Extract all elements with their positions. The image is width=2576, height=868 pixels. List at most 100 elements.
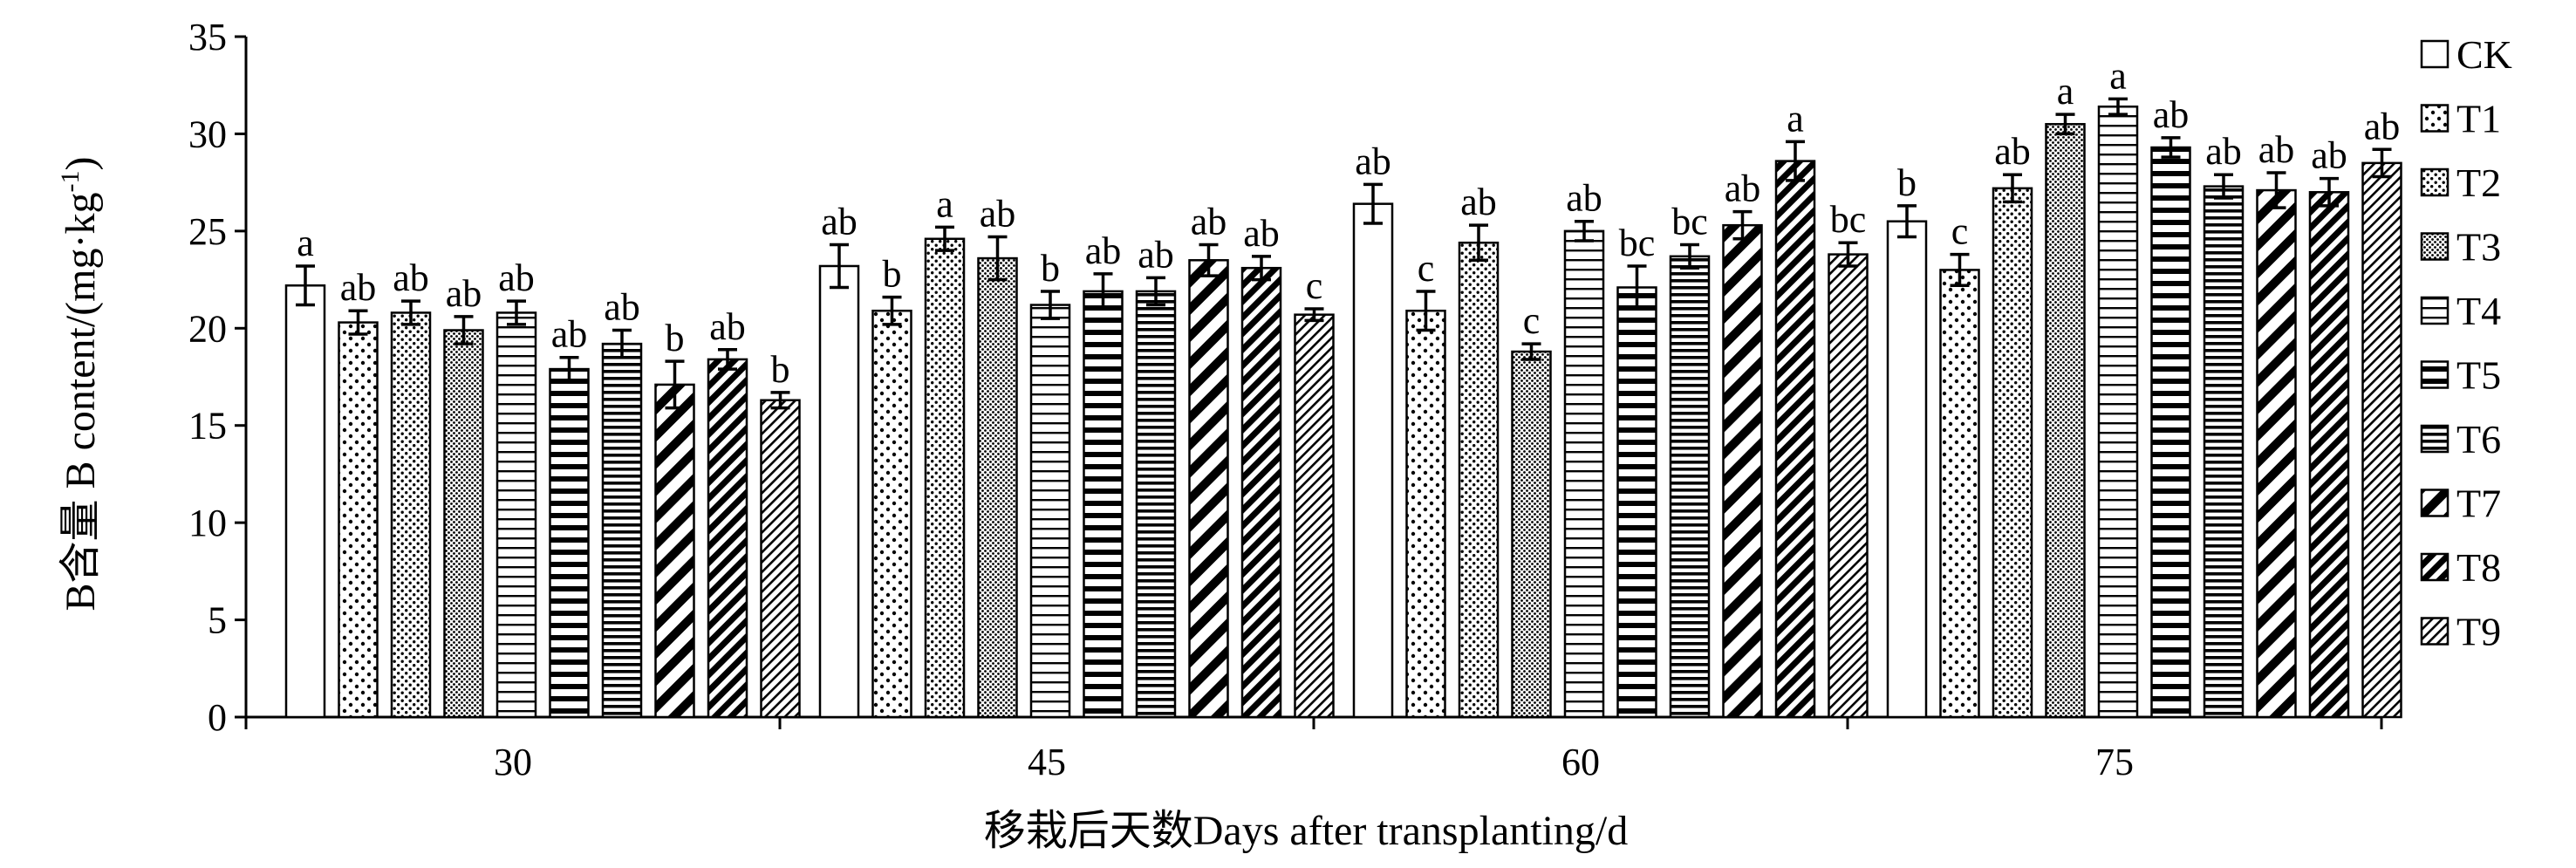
significance-letter: a (1787, 97, 1804, 140)
significance-letter: ab (1355, 140, 1391, 182)
y-tick-label: 0 (208, 696, 227, 739)
bar (1616, 286, 1657, 719)
y-tick-label: 30 (188, 113, 227, 155)
significance-letter: ab (1191, 200, 1227, 243)
significance-letter: ab (1725, 167, 1761, 210)
y-tick-label: 20 (188, 307, 227, 350)
bar (1294, 313, 1335, 719)
significance-letter: b (883, 253, 902, 296)
bar (707, 358, 748, 719)
significance-letter: a (2057, 70, 2074, 113)
significance-letter: ab (498, 256, 535, 299)
y-axis-title-exponent: -1 (56, 171, 85, 193)
y-tick-label: 35 (188, 16, 227, 58)
significance-letter: ab (980, 193, 1016, 236)
significance-letter: ab (1085, 229, 1122, 272)
bar (443, 329, 484, 719)
bar (549, 367, 590, 719)
significance-letter: ab (2205, 130, 2242, 173)
significance-letter: ab (1566, 177, 1602, 220)
legend-label: CK (2456, 32, 2512, 77)
significance-letter: b (1041, 247, 1060, 290)
bar (924, 237, 966, 719)
legend-swatch (2420, 296, 2450, 325)
legend-label: T3 (2456, 225, 2501, 270)
y-axis-title-close: ) (58, 157, 104, 171)
error-bars (296, 97, 2392, 410)
y-axis-title-main: B含量 B content/(mg·kg (58, 193, 104, 612)
y-tick-label: 15 (188, 405, 227, 448)
significance-letter: b (1897, 161, 1917, 204)
significance-letter: ab (604, 286, 640, 329)
significance-letter: bc (1830, 198, 1867, 241)
significance-letter: ab (446, 272, 482, 315)
bar (1828, 253, 1869, 719)
x-tick-label: 75 (2095, 741, 2134, 783)
bar (1774, 160, 1816, 719)
legend-label: T6 (2456, 417, 2501, 461)
legend-swatch (2420, 39, 2450, 69)
legend-label: T7 (2456, 482, 2501, 526)
legend-label: T1 (2456, 97, 2501, 141)
bar (601, 342, 643, 719)
x-tick-label: 45 (1028, 741, 1066, 783)
legend: CK T1 T2 T3 T4 T5 T6 T7 T8 T9 (2420, 32, 2512, 654)
x-axis-title: 移栽后天数Days after transplanting/d (984, 808, 1629, 854)
bar (1029, 304, 1071, 719)
legend-label: T2 (2456, 161, 2501, 205)
significance-letter: bc (1671, 200, 1708, 243)
bar (338, 321, 379, 719)
bar (284, 284, 326, 719)
y-axis-title: B含量 B content/(mg·kg-1) (56, 157, 104, 612)
bar (760, 399, 801, 719)
significance-letter: bc (1619, 222, 1656, 264)
significance-letter: ab (2311, 134, 2347, 177)
bar (2203, 185, 2245, 719)
legend-label: T9 (2456, 610, 2501, 654)
bar (2150, 146, 2191, 719)
bar (390, 311, 432, 719)
bar (1992, 187, 2033, 719)
bar (977, 256, 1018, 719)
significance-letter: c (1523, 299, 1541, 342)
bar (1135, 290, 1177, 719)
bar (1083, 290, 1124, 719)
significance-letter: b (666, 317, 685, 359)
significance-letter: ab (709, 305, 746, 348)
legend-swatch (2420, 104, 2450, 133)
legend-label: T8 (2456, 545, 2501, 590)
bar (1352, 202, 1394, 719)
x-tick-label: 60 (1561, 741, 1600, 783)
significance-letter: ab (2258, 128, 2295, 171)
legend-swatch (2420, 167, 2450, 197)
legend-swatch (2420, 552, 2450, 582)
significance-letter: ab (2364, 105, 2401, 147)
bar (1405, 309, 1446, 719)
significance-letter: ab (1138, 233, 1174, 276)
bar (1458, 241, 1500, 719)
bar (2045, 123, 2086, 719)
legend-swatch (2420, 232, 2450, 261)
bar (1669, 255, 1711, 719)
significance-letter: c (1951, 210, 1969, 253)
significance-letter: a (297, 222, 314, 264)
significance-letter: ab (1994, 130, 2031, 173)
legend-swatch (2420, 617, 2450, 646)
y-tick-label: 10 (188, 502, 227, 544)
significance-letter: ab (551, 313, 588, 356)
bar (818, 264, 860, 719)
bar (1563, 229, 1605, 719)
bar (1939, 269, 1980, 719)
bar (2308, 191, 2350, 719)
bar (2097, 105, 2139, 719)
bar (1886, 220, 1928, 719)
significance-letter: b (771, 348, 790, 391)
bar (2361, 161, 2402, 719)
significance-letter: a (936, 182, 953, 225)
y-tick-label: 25 (188, 210, 227, 253)
bar (1511, 350, 1552, 719)
significance-letter: ab (393, 256, 429, 299)
